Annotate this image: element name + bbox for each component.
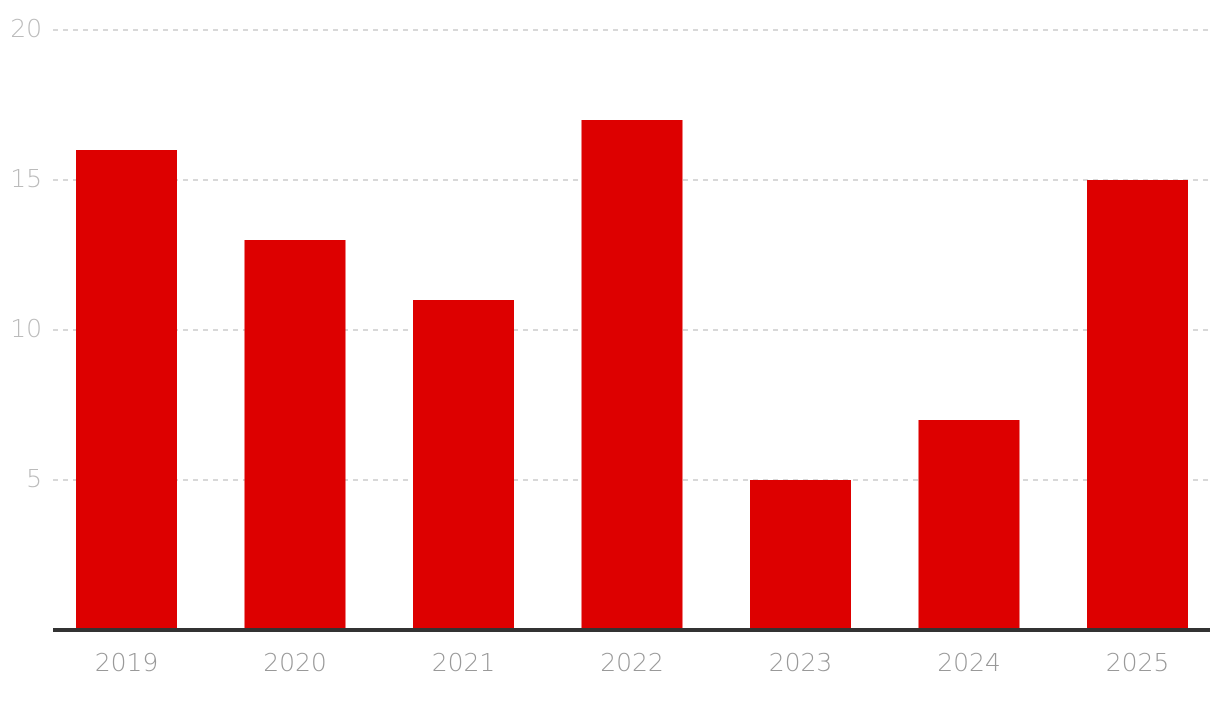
x-tick-label: 2019 [95, 648, 159, 677]
bar [413, 300, 514, 630]
x-tick-label: 2024 [937, 648, 1001, 677]
bar [918, 420, 1020, 630]
bar [1087, 180, 1188, 630]
bar [581, 120, 683, 630]
y-tick-label: 15 [10, 164, 42, 193]
x-tick-label: 2020 [263, 648, 327, 677]
x-tick-label: 2021 [432, 648, 496, 677]
bar [244, 240, 346, 630]
bar [750, 480, 851, 630]
bar [76, 150, 177, 630]
x-tick-label: 2022 [600, 648, 664, 677]
x-tick-label: 2023 [769, 648, 833, 677]
y-tick-label: 5 [26, 464, 42, 493]
y-tick-label: 10 [10, 314, 42, 343]
x-tick-label: 2025 [1106, 648, 1170, 677]
y-tick-label: 20 [10, 14, 42, 43]
